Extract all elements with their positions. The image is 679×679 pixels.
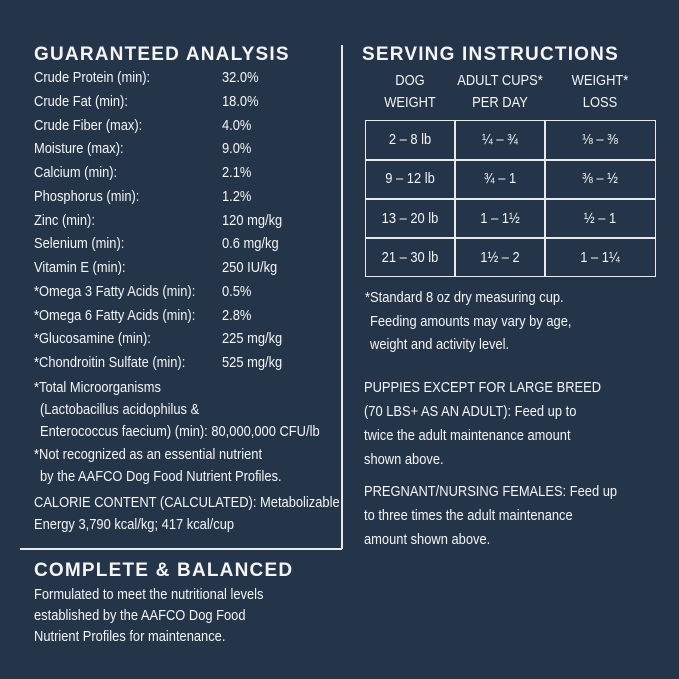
nutrient-value: 120 mg/kg (222, 211, 283, 229)
table-cell: ⅛ – ⅜ (582, 131, 618, 148)
table-row-line (365, 198, 656, 200)
nutrient-name: Zinc (min): (34, 211, 95, 229)
nutrient-value: 0.5% (222, 282, 252, 300)
nutrient-name: Vitamin E (min): (34, 259, 126, 276)
section-divider (20, 548, 342, 550)
nutrient-name: Crude Fiber (max): (34, 116, 143, 134)
nutrient-name: Crude Protein (min): (34, 69, 151, 86)
table-cell: 2 – 8 lb (388, 131, 432, 148)
nutrient-name: Crude Fat (min): (34, 92, 128, 110)
microorganism-text: (Lactobacillus acidophilus & (40, 401, 200, 418)
nutrient-name: *Glucosamine (min): (34, 330, 151, 348)
feeding-note: amount shown above. (364, 531, 491, 548)
nutrient-value: 0.6 mg/kg (222, 235, 279, 253)
nutrient-name: *Chondroitin Sulfate (min): (34, 354, 186, 371)
nutrient-name: *Omega 3 Fatty Acids (min): (34, 282, 196, 300)
nutrient-name: Selenium (min): (34, 235, 125, 253)
nutrient-value: 2.8% (222, 306, 252, 324)
nutrient-value: 2.1% (222, 164, 252, 181)
nutrient-value: 18.0% (222, 92, 259, 110)
nutrient-value: 9.0% (222, 140, 252, 158)
nutrient-name: *Omega 6 Fatty Acids (min): (34, 306, 196, 324)
microorganism-text: *Total Microorganisms (34, 379, 161, 396)
table-cell: 21 – 30 lb (381, 248, 439, 266)
nutrient-name: Calcium (min): (34, 164, 118, 181)
table-row-line (365, 159, 656, 161)
feeding-note: shown above. (364, 451, 444, 468)
microorganism-text: Enterococcus faecium) (min): 80,000,000 … (40, 423, 320, 440)
table-cell: 1 – 1½ (480, 209, 520, 227)
footnote: by the AAFCO Dog Food Nutrient Profiles. (40, 468, 282, 485)
footnote: *Not recognized as an essential nutrient (34, 446, 263, 463)
section-title: COMPLETE & BALANCED (34, 560, 294, 581)
nutrient-value: 1.2% (222, 187, 252, 205)
table-header: WEIGHT (384, 94, 436, 111)
calorie-content: CALORIE CONTENT (CALCULATED): Metaboliza… (34, 494, 340, 511)
nutrient-value: 525 mg/kg (222, 354, 283, 371)
table-cell: 1 – 1¼ (580, 248, 620, 266)
nutrient-value: 250 IU/kg (222, 259, 278, 276)
table-header: DOG (395, 72, 425, 89)
statement-text: Formulated to meet the nutritional level… (34, 586, 264, 603)
nutrient-name: Phosphorus (min): (34, 187, 140, 205)
feeding-note: (70 LBS+ AS AN ADULT): Feed up to (364, 403, 577, 420)
table-cell: ⅜ – ½ (582, 170, 618, 188)
table-cell: 13 – 20 lb (381, 209, 439, 227)
table-cell: ½ – 1 (583, 209, 617, 227)
section-title: GUARANTEED ANALYSIS (34, 44, 290, 65)
table-header: PER DAY (472, 94, 528, 111)
nutrient-value: 225 mg/kg (222, 330, 283, 348)
statement-text: Nutrient Profiles for maintenance. (34, 628, 226, 645)
calorie-content: Energy 3,790 kcal/kg; 417 kcal/cup (34, 516, 235, 533)
feeding-note: PREGNANT/NURSING FEMALES: Feed up (364, 483, 618, 500)
table-cell: 1½ – 2 (480, 248, 520, 266)
feeding-note: twice the adult maintenance amount (364, 427, 571, 444)
feeding-note: to three times the adult maintenance (364, 507, 573, 524)
nutrient-name: Moisture (max): (34, 140, 124, 158)
table-header: WEIGHT* (571, 72, 629, 89)
nutrient-value: 4.0% (222, 116, 252, 134)
footnote: *Standard 8 oz dry measuring cup. (365, 289, 564, 306)
table-cell: ¾ – 1 (483, 170, 517, 188)
table-header: LOSS (582, 94, 618, 111)
feeding-note: PUPPIES EXCEPT FOR LARGE BREED (364, 379, 602, 396)
section-title: SERVING INSTRUCTIONS (362, 44, 619, 65)
table-cell: ¼ – ¾ (482, 131, 518, 148)
column-divider (341, 45, 343, 549)
footnote: Feeding amounts may vary by age, (370, 313, 572, 330)
statement-text: established by the AAFCO Dog Food (34, 607, 246, 624)
footnote: weight and activity level. (370, 336, 510, 353)
table-header: ADULT CUPS* (457, 72, 543, 89)
table-row-line (365, 237, 656, 239)
table-cell: 9 – 12 lb (385, 170, 435, 188)
nutrient-value: 32.0% (222, 69, 259, 86)
